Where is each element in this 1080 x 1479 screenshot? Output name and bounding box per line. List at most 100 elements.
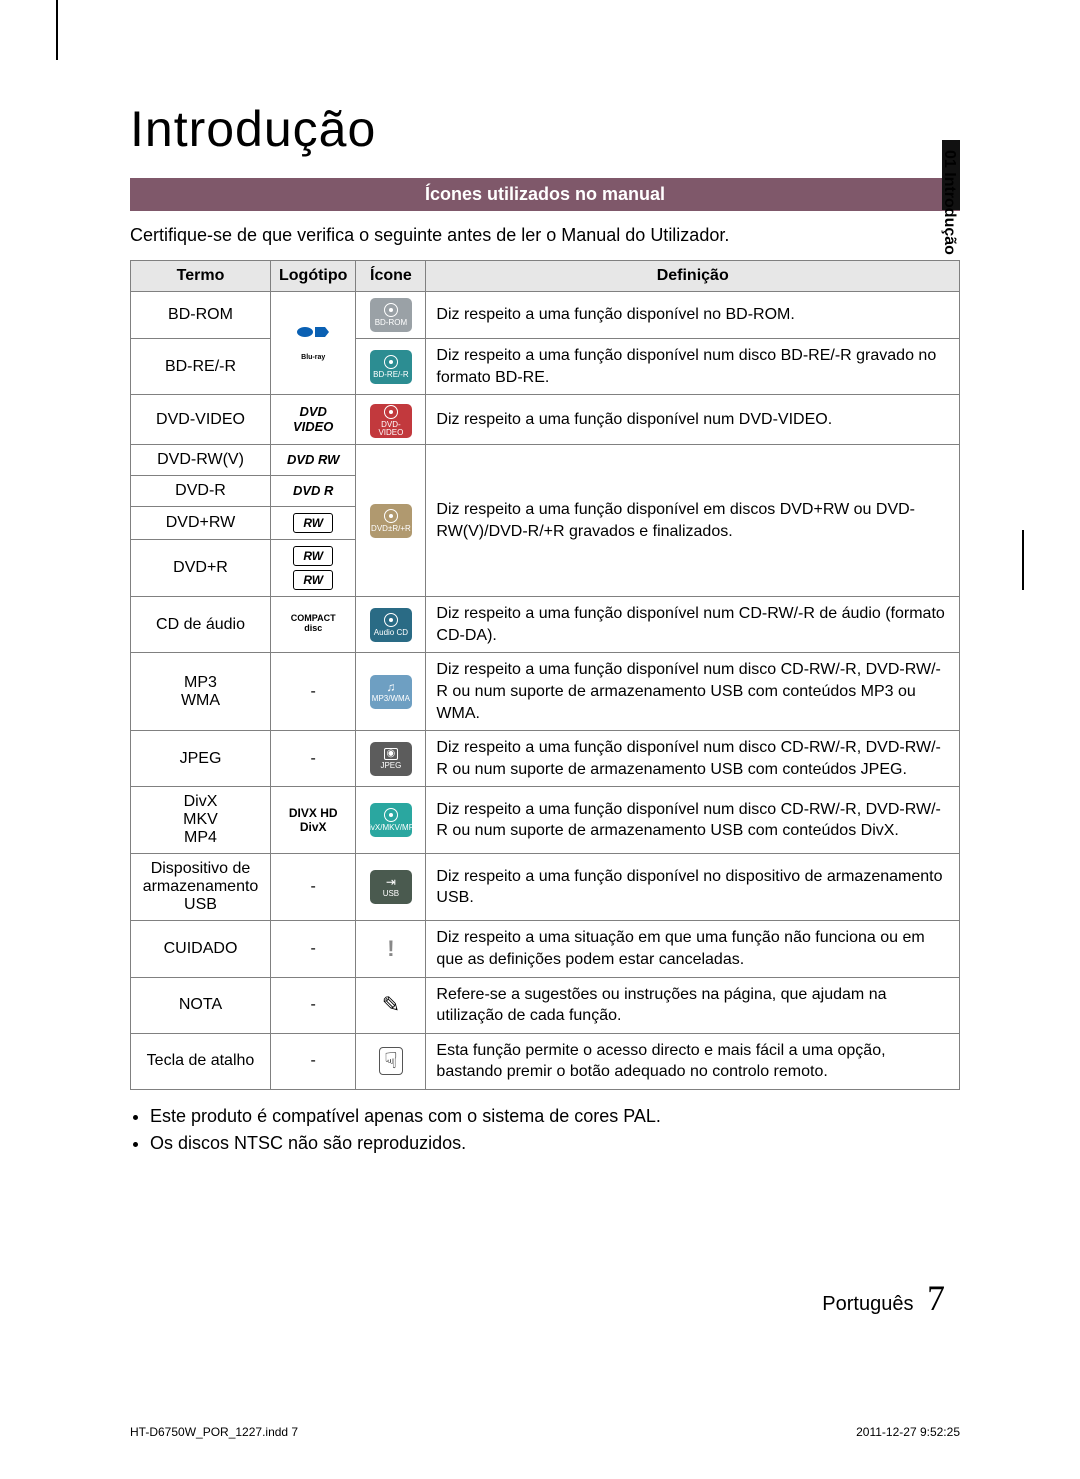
cell-logo: - <box>271 921 356 977</box>
table-row: CUIDADO - ! Diz respeito a uma situação … <box>131 921 960 977</box>
footer: HT-D6750W_POR_1227.indd 7 2011-12-27 9:5… <box>130 1425 960 1439</box>
shortcut-key-icon: ☟ <box>379 1047 402 1075</box>
note-item: Este produto é compatível apenas com o s… <box>150 1106 960 1127</box>
cell-term: Tecla de atalho <box>131 1033 271 1089</box>
bluray-logo-icon <box>295 323 331 344</box>
icons-table: Termo Logótipo Ícone Definição BD-ROM Bl… <box>130 260 960 1090</box>
cell-logo: Blu-ray <box>271 292 356 395</box>
cell-def: Diz respeito a uma função disponível num… <box>426 339 960 395</box>
cell-logo: DVD RW <box>271 445 356 476</box>
cell-term: DVD-R <box>131 476 271 507</box>
cell-term: MP3 WMA <box>131 653 271 731</box>
cell-def: Refere-se a sugestões ou instruções na p… <box>426 977 960 1033</box>
cell-logo: - <box>271 977 356 1033</box>
page-language: Português <box>822 1293 913 1315</box>
dvdrw-icon: DVD±R/+R <box>370 504 412 538</box>
table-row: JPEG - ◉JPEG Diz respeito a uma função d… <box>131 731 960 787</box>
bluray-logo-text: Blu-ray <box>301 354 325 361</box>
divx-icon: DivX/MKV/MP4 <box>370 803 412 837</box>
cell-icon: DivX/MKV/MP4 <box>356 787 426 854</box>
dvd-pr-logo-icon: RW <box>293 546 333 566</box>
cell-def: Diz respeito a uma função disponível num… <box>426 787 960 854</box>
side-tab-label: 01 Introdução <box>940 150 958 255</box>
cell-term: DVD+RW <box>131 507 271 540</box>
page-language-number: Português 7 <box>822 1277 945 1319</box>
cell-def: Esta função permite o acesso directo e m… <box>426 1033 960 1089</box>
cell-icon: ! <box>356 921 426 977</box>
page-title: Introdução <box>130 100 960 158</box>
table-row: BD-RE/-R BD-RE/-R Diz respeito a uma fun… <box>131 339 960 395</box>
cell-term: DVD-RW(V) <box>131 445 271 476</box>
cell-icon: ⇥USB <box>356 854 426 921</box>
note-icon: ✎ <box>382 992 400 1018</box>
footer-right: 2011-12-27 9:52:25 <box>856 1425 960 1439</box>
cell-term: JPEG <box>131 731 271 787</box>
note-item: Os discos NTSC não são reproduzidos. <box>150 1133 960 1154</box>
cell-logo: - <box>271 854 356 921</box>
cell-logo: RW <box>271 507 356 540</box>
cd-logo-icon: COMPACT disc <box>281 613 345 633</box>
cell-icon: DVD±R/+R <box>356 445 426 597</box>
usb-icon: ⇥USB <box>370 870 412 904</box>
cell-term: NOTA <box>131 977 271 1033</box>
cell-icon: Audio CD <box>356 597 426 653</box>
cell-def: Diz respeito a uma função disponível num… <box>426 395 960 445</box>
cell-icon: BD-ROM <box>356 292 426 339</box>
table-row: Tecla de atalho - ☟ Esta função permite … <box>131 1033 960 1089</box>
dvd-rw-logo-icon: DVD RW <box>287 452 339 467</box>
cell-icon: ◉JPEG <box>356 731 426 787</box>
cell-term: BD-RE/-R <box>131 339 271 395</box>
cell-term: DVD+R <box>131 540 271 597</box>
cell-def: Diz respeito a uma função disponível num… <box>426 597 960 653</box>
mp3-icon: ♫MP3/WMA <box>370 675 412 709</box>
table-row: BD-ROM Blu-ray BD-ROM Diz respeito a uma… <box>131 292 960 339</box>
cell-icon: ♫MP3/WMA <box>356 653 426 731</box>
th-def: Definição <box>426 261 960 292</box>
crop-mark-right <box>1022 530 1024 590</box>
cell-term: CD de áudio <box>131 597 271 653</box>
dvd-prw-logo-icon: RW <box>293 513 333 533</box>
bdrer-icon: BD-RE/-R <box>370 350 412 384</box>
cell-icon: ✎ <box>356 977 426 1033</box>
crop-mark-left <box>56 0 58 60</box>
table-row: DivX MKV MP4 DIVX HD DivX DivX/MKV/MP4 D… <box>131 787 960 854</box>
dvd-video-logo-icon: DVD VIDEO <box>281 404 345 434</box>
cell-term: BD-ROM <box>131 292 271 339</box>
cell-logo: - <box>271 1033 356 1089</box>
section-heading: Ícones utilizados no manual <box>130 178 960 211</box>
cell-def: Diz respeito a uma função disponível em … <box>426 445 960 597</box>
cell-icon: ☟ <box>356 1033 426 1089</box>
cell-logo: DIVX HD DivX <box>271 787 356 854</box>
cell-logo: COMPACT disc <box>271 597 356 653</box>
table-row: Dispositivo de armazenamento USB - ⇥USB … <box>131 854 960 921</box>
dvdvideo-icon: DVD-VIDEO <box>370 404 412 438</box>
cell-def: Diz respeito a uma função disponível num… <box>426 731 960 787</box>
audiocd-icon: Audio CD <box>370 608 412 642</box>
dvd-pr-logo-icon2: RW <box>293 570 333 590</box>
footer-left: HT-D6750W_POR_1227.indd 7 <box>130 1425 298 1439</box>
cell-logo: DVD R <box>271 476 356 507</box>
page-number: 7 <box>927 1278 945 1318</box>
intro-line: Certifique-se de que verifica o seguinte… <box>130 225 960 246</box>
th-icon: Ícone <box>356 261 426 292</box>
th-logo: Logótipo <box>271 261 356 292</box>
cell-logo: - <box>271 653 356 731</box>
cell-term: Dispositivo de armazenamento USB <box>131 854 271 921</box>
table-row: CD de áudio COMPACT disc Audio CD Diz re… <box>131 597 960 653</box>
caution-icon: ! <box>387 936 394 962</box>
cell-def: Diz respeito a uma função disponível num… <box>426 653 960 731</box>
table-row: DVD-VIDEO DVD VIDEO DVD-VIDEO Diz respei… <box>131 395 960 445</box>
jpeg-icon: ◉JPEG <box>370 742 412 776</box>
bdrom-icon: BD-ROM <box>370 298 412 332</box>
cell-def: Diz respeito a uma função disponível no … <box>426 854 960 921</box>
cell-logo: RW RW <box>271 540 356 597</box>
cell-term: DVD-VIDEO <box>131 395 271 445</box>
th-term: Termo <box>131 261 271 292</box>
table-row: DVD-RW(V) DVD RW DVD±R/+R Diz respeito a… <box>131 445 960 476</box>
cell-def: Diz respeito a uma situação em que uma f… <box>426 921 960 977</box>
cell-def: Diz respeito a uma função disponível no … <box>426 292 960 339</box>
cell-logo: - <box>271 731 356 787</box>
table-row: MP3 WMA - ♫MP3/WMA Diz respeito a uma fu… <box>131 653 960 731</box>
notes-list: Este produto é compatível apenas com o s… <box>130 1106 960 1154</box>
table-row: NOTA - ✎ Refere-se a sugestões ou instru… <box>131 977 960 1033</box>
